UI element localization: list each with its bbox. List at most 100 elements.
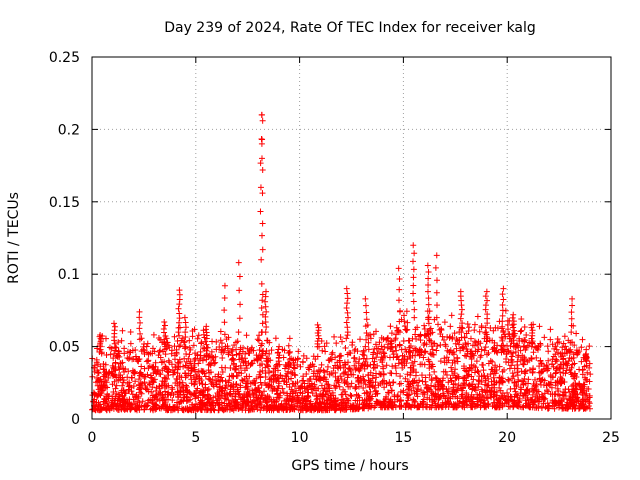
data-point: [276, 343, 283, 350]
data-point: [384, 335, 391, 342]
data-point: [127, 340, 134, 347]
data-point: [330, 392, 337, 399]
data-point: [510, 318, 517, 325]
data-point: [201, 370, 208, 377]
data-point: [127, 328, 134, 335]
data-point: [237, 362, 244, 369]
data-point: [136, 308, 143, 315]
data-point: [370, 351, 377, 358]
data-point: [580, 396, 587, 403]
data-point: [125, 368, 132, 375]
data-point: [217, 377, 224, 384]
data-point: [319, 347, 326, 354]
data-point: [468, 391, 475, 398]
data-point: [541, 377, 548, 384]
data-point: [578, 344, 585, 351]
data-point: [217, 337, 224, 344]
data-point: [315, 332, 322, 339]
data-point: [518, 315, 525, 322]
data-point: [112, 393, 119, 400]
data-point: [356, 377, 363, 384]
data-point: [347, 392, 354, 399]
data-point: [209, 338, 216, 345]
data-point: [249, 387, 256, 394]
x-tick-label: 5: [191, 430, 200, 446]
x-tick-label: 25: [602, 430, 620, 446]
x-tick-label: 0: [88, 430, 97, 446]
data-point: [447, 333, 454, 340]
data-point: [467, 335, 474, 342]
data-point: [461, 352, 468, 359]
data-point: [523, 392, 530, 399]
data-point: [352, 358, 359, 365]
data-point: [161, 340, 168, 347]
data-point: [428, 377, 435, 384]
data-point: [458, 306, 465, 313]
data-point: [245, 360, 252, 367]
data-point: [391, 393, 398, 400]
data-point: [94, 382, 101, 389]
data-point: [529, 369, 536, 376]
data-point: [371, 364, 378, 371]
data-point: [432, 264, 439, 271]
data-point: [314, 321, 321, 328]
data-point: [471, 369, 478, 376]
data-point: [188, 376, 195, 383]
data-point: [171, 343, 178, 350]
data-point: [237, 301, 244, 308]
data-point: [253, 356, 260, 363]
data-point: [455, 382, 462, 389]
data-point: [333, 340, 340, 347]
data-point: [176, 319, 183, 326]
data-point: [263, 399, 270, 406]
data-point: [574, 394, 581, 401]
data-point: [225, 396, 232, 403]
data-point: [367, 388, 374, 395]
x-tick-labels: 0 5 10 15 20 25: [88, 430, 620, 446]
data-point: [223, 336, 230, 343]
data-point: [451, 404, 458, 411]
data-point: [562, 343, 569, 350]
data-point: [347, 404, 354, 411]
data-point: [521, 368, 528, 375]
data-point: [243, 332, 250, 339]
data-point: [149, 350, 156, 357]
data-point: [131, 370, 138, 377]
data-point: [384, 334, 391, 341]
data-point: [269, 387, 276, 394]
data-point: [332, 354, 339, 361]
data-point: [514, 342, 521, 349]
data-point: [258, 155, 265, 162]
data-point: [506, 403, 513, 410]
data-point: [94, 367, 101, 374]
data-point: [259, 220, 266, 227]
data-point: [194, 385, 201, 392]
data-point: [218, 364, 225, 371]
data-point: [537, 381, 544, 388]
data-point: [283, 373, 290, 380]
data-point: [344, 300, 351, 307]
data-point: [347, 350, 354, 357]
data-point: [264, 403, 271, 410]
data-point: [266, 339, 273, 346]
data-point: [157, 371, 164, 378]
data-point: [180, 407, 187, 414]
data-point: [397, 397, 404, 404]
data-point: [461, 334, 468, 341]
data-point: [499, 368, 506, 375]
data-point: [289, 370, 296, 377]
data-point: [233, 363, 240, 370]
data-point: [189, 333, 196, 340]
data-point: [393, 347, 400, 354]
data-point: [147, 374, 154, 381]
data-point: [153, 370, 160, 377]
data-point: [475, 346, 482, 353]
data-point: [543, 362, 550, 369]
data-point: [321, 343, 328, 350]
data-point: [522, 337, 529, 344]
data-point: [529, 327, 536, 334]
data-point: [111, 320, 118, 327]
data-point: [433, 289, 440, 296]
data-point: [160, 394, 167, 401]
